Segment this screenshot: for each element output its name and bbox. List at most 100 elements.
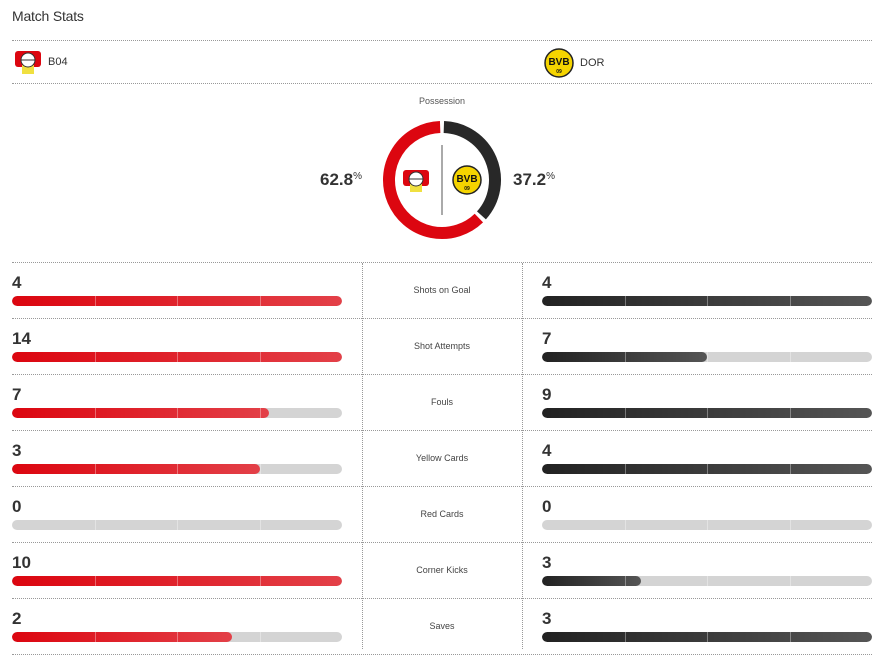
bar-tick (789, 520, 791, 530)
home-stat-bar (12, 520, 342, 530)
stat-row: 3 4 Yellow Cards (12, 431, 872, 487)
bar-tick (789, 576, 791, 586)
divider (12, 40, 872, 41)
divider (12, 318, 872, 319)
away-stat-value: 3 (542, 553, 552, 572)
stat-label: Yellow Cards (415, 453, 469, 463)
away-possession-arc (443, 121, 501, 220)
bar-tick (259, 352, 261, 362)
divider (12, 598, 872, 599)
bar-tick (624, 576, 626, 586)
home-possession: 62.8% (320, 170, 362, 190)
home-possession-arc (383, 121, 484, 239)
away-stat-bar-fill (542, 632, 872, 642)
stat-row: 14 7 Shot Attempts (12, 319, 872, 375)
bar-tick (707, 352, 708, 362)
bar-tick (707, 464, 708, 474)
stat-row: 4 4 Shots on Goal (12, 263, 872, 319)
away-stat-value: 0 (542, 497, 552, 516)
bar-tick (259, 296, 261, 306)
svg-text:BVB: BVB (456, 174, 477, 185)
bvb-logo-icon: BVB 09 (544, 48, 574, 78)
bar-tick (177, 576, 178, 586)
away-stat-bar-fill (542, 408, 872, 418)
bar-tick (624, 296, 626, 306)
bar-tick (94, 296, 96, 306)
stat-row: 10 3 Corner Kicks (12, 543, 872, 599)
bar-tick (624, 408, 626, 418)
away-stat-value: 9 (542, 385, 552, 404)
away-stat-bar-fill (542, 352, 707, 362)
bar-tick (94, 520, 96, 530)
away-stat-bar-fill (542, 576, 641, 586)
divider (12, 262, 872, 263)
possession-label: Possession (418, 96, 466, 106)
home-stat-bar (12, 464, 342, 474)
bar-tick (94, 632, 96, 642)
away-stat-value: 4 (542, 273, 552, 292)
bar-tick (94, 576, 96, 586)
home-stat-value: 7 (12, 385, 22, 404)
home-stat-value: 10 (12, 553, 31, 572)
page-title: Match Stats (12, 8, 84, 24)
home-stat-bar (12, 576, 342, 586)
divider (12, 374, 872, 375)
stat-row: 2 3 Saves (12, 599, 872, 655)
svg-text:BVB: BVB (548, 57, 569, 68)
bar-tick (624, 520, 626, 530)
home-stat-bar-fill (12, 632, 232, 642)
bar-tick (789, 408, 791, 418)
stat-label: Shot Attempts (413, 341, 471, 351)
stat-label: Shots on Goal (413, 285, 471, 295)
svg-text:09: 09 (464, 186, 470, 192)
home-stat-bar-fill (12, 576, 342, 586)
away-possession-value: 37.2 (513, 170, 547, 189)
bar-tick (177, 296, 178, 306)
home-possession-value: 62.8 (320, 170, 354, 189)
bar-tick (94, 408, 96, 418)
away-stat-bar-fill (542, 296, 872, 306)
home-stat-bar-fill (12, 352, 342, 362)
away-stat-value: 4 (542, 441, 552, 460)
bayer-leverkusen-logo-icon (403, 170, 429, 192)
stat-label: Saves (429, 621, 455, 631)
away-stat-value: 3 (542, 609, 552, 628)
away-possession: 37.2% (513, 170, 555, 190)
bar-tick (259, 464, 261, 474)
column-divider (522, 263, 523, 649)
percent-unit: % (353, 171, 362, 182)
bar-tick (259, 408, 261, 418)
home-stat-value: 0 (12, 497, 22, 516)
bar-tick (259, 520, 261, 530)
home-stat-bar-fill (12, 408, 269, 418)
bayer-leverkusen-logo-icon (15, 51, 41, 74)
divider (12, 486, 872, 487)
divider (12, 83, 872, 84)
away-stat-bar (542, 352, 872, 362)
divider (12, 430, 872, 431)
divider (12, 542, 872, 543)
home-stat-value: 4 (12, 273, 22, 292)
away-stat-bar-fill (542, 464, 872, 474)
home-stat-value: 14 (12, 329, 31, 348)
bar-tick (624, 352, 626, 362)
percent-unit: % (546, 171, 555, 182)
home-stat-value: 3 (12, 441, 22, 460)
stat-label: Corner Kicks (416, 565, 468, 575)
stat-label: Fouls (430, 397, 453, 407)
bar-tick (177, 632, 178, 642)
away-stat-bar (542, 408, 872, 418)
bar-tick (789, 296, 791, 306)
bar-tick (177, 408, 178, 418)
home-team-abbr: B04 (48, 56, 68, 68)
bar-tick (789, 632, 791, 642)
away-stat-bar (542, 296, 872, 306)
home-stat-value: 2 (12, 609, 22, 628)
away-stat-bar (542, 464, 872, 474)
away-stat-bar (542, 576, 872, 586)
bar-tick (707, 408, 708, 418)
bar-tick (707, 632, 708, 642)
away-team-abbr: DOR (580, 57, 605, 69)
bar-tick (624, 632, 626, 642)
bar-tick (259, 576, 261, 586)
